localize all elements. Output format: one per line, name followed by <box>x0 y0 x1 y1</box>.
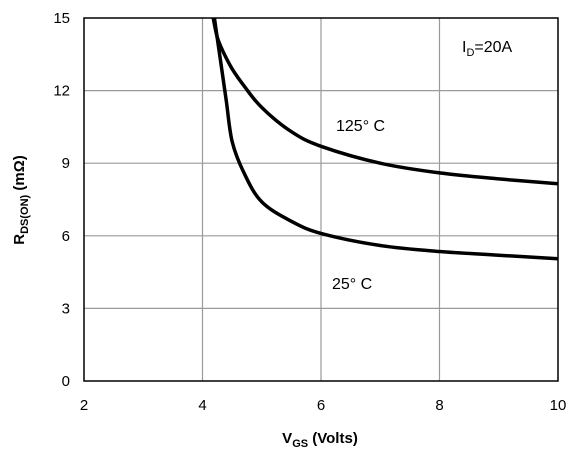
condition-label: ID=20A <box>462 39 513 59</box>
x-tick-label-3: 8 <box>435 397 443 414</box>
x-axis-title-rest: (Volts) <box>308 430 358 447</box>
grid-lines <box>84 18 558 381</box>
series-label-25c: 25° C <box>332 276 372 293</box>
x-tick-label-0: 2 <box>80 397 88 414</box>
y-tick-label-4: 12 <box>53 83 70 100</box>
x-axis-title-main: V <box>282 430 292 447</box>
x-axis-title-sub: GS <box>292 438 308 450</box>
x-axis-title: VGS (Volts) <box>282 430 358 450</box>
y-axis-title: RDS(ON) (mΩ) <box>11 155 31 244</box>
x-tick-label-4: 10 <box>550 397 567 414</box>
series-line-125c <box>211 17 559 186</box>
condition-label-sub: D <box>466 47 474 59</box>
y-tick-label-1: 3 <box>62 300 70 317</box>
x-tick-label-1: 4 <box>198 397 206 414</box>
x-tick-label-2: 6 <box>317 397 325 414</box>
condition-label-rest: =20A <box>474 39 512 56</box>
x-tick-labels: 2 4 6 8 10 <box>80 397 567 414</box>
plot-area-frame <box>83 17 559 382</box>
series-line-25c <box>212 17 559 261</box>
y-tick-label-5: 15 <box>53 10 70 27</box>
condition-label-main: I <box>462 39 466 56</box>
series-label-125c: 125° C <box>336 118 385 135</box>
y-tick-label-0: 0 <box>62 373 70 390</box>
y-axis-title-rest: (mΩ) <box>11 155 28 195</box>
y-tick-label-2: 6 <box>62 228 70 245</box>
y-axis-title-sub: DS(ON) <box>19 194 31 233</box>
series-lines <box>211 17 559 261</box>
y-tick-label-3: 9 <box>62 155 70 172</box>
y-tick-labels: 0 3 6 9 12 15 <box>53 10 70 390</box>
y-axis-title-main: R <box>11 234 28 245</box>
